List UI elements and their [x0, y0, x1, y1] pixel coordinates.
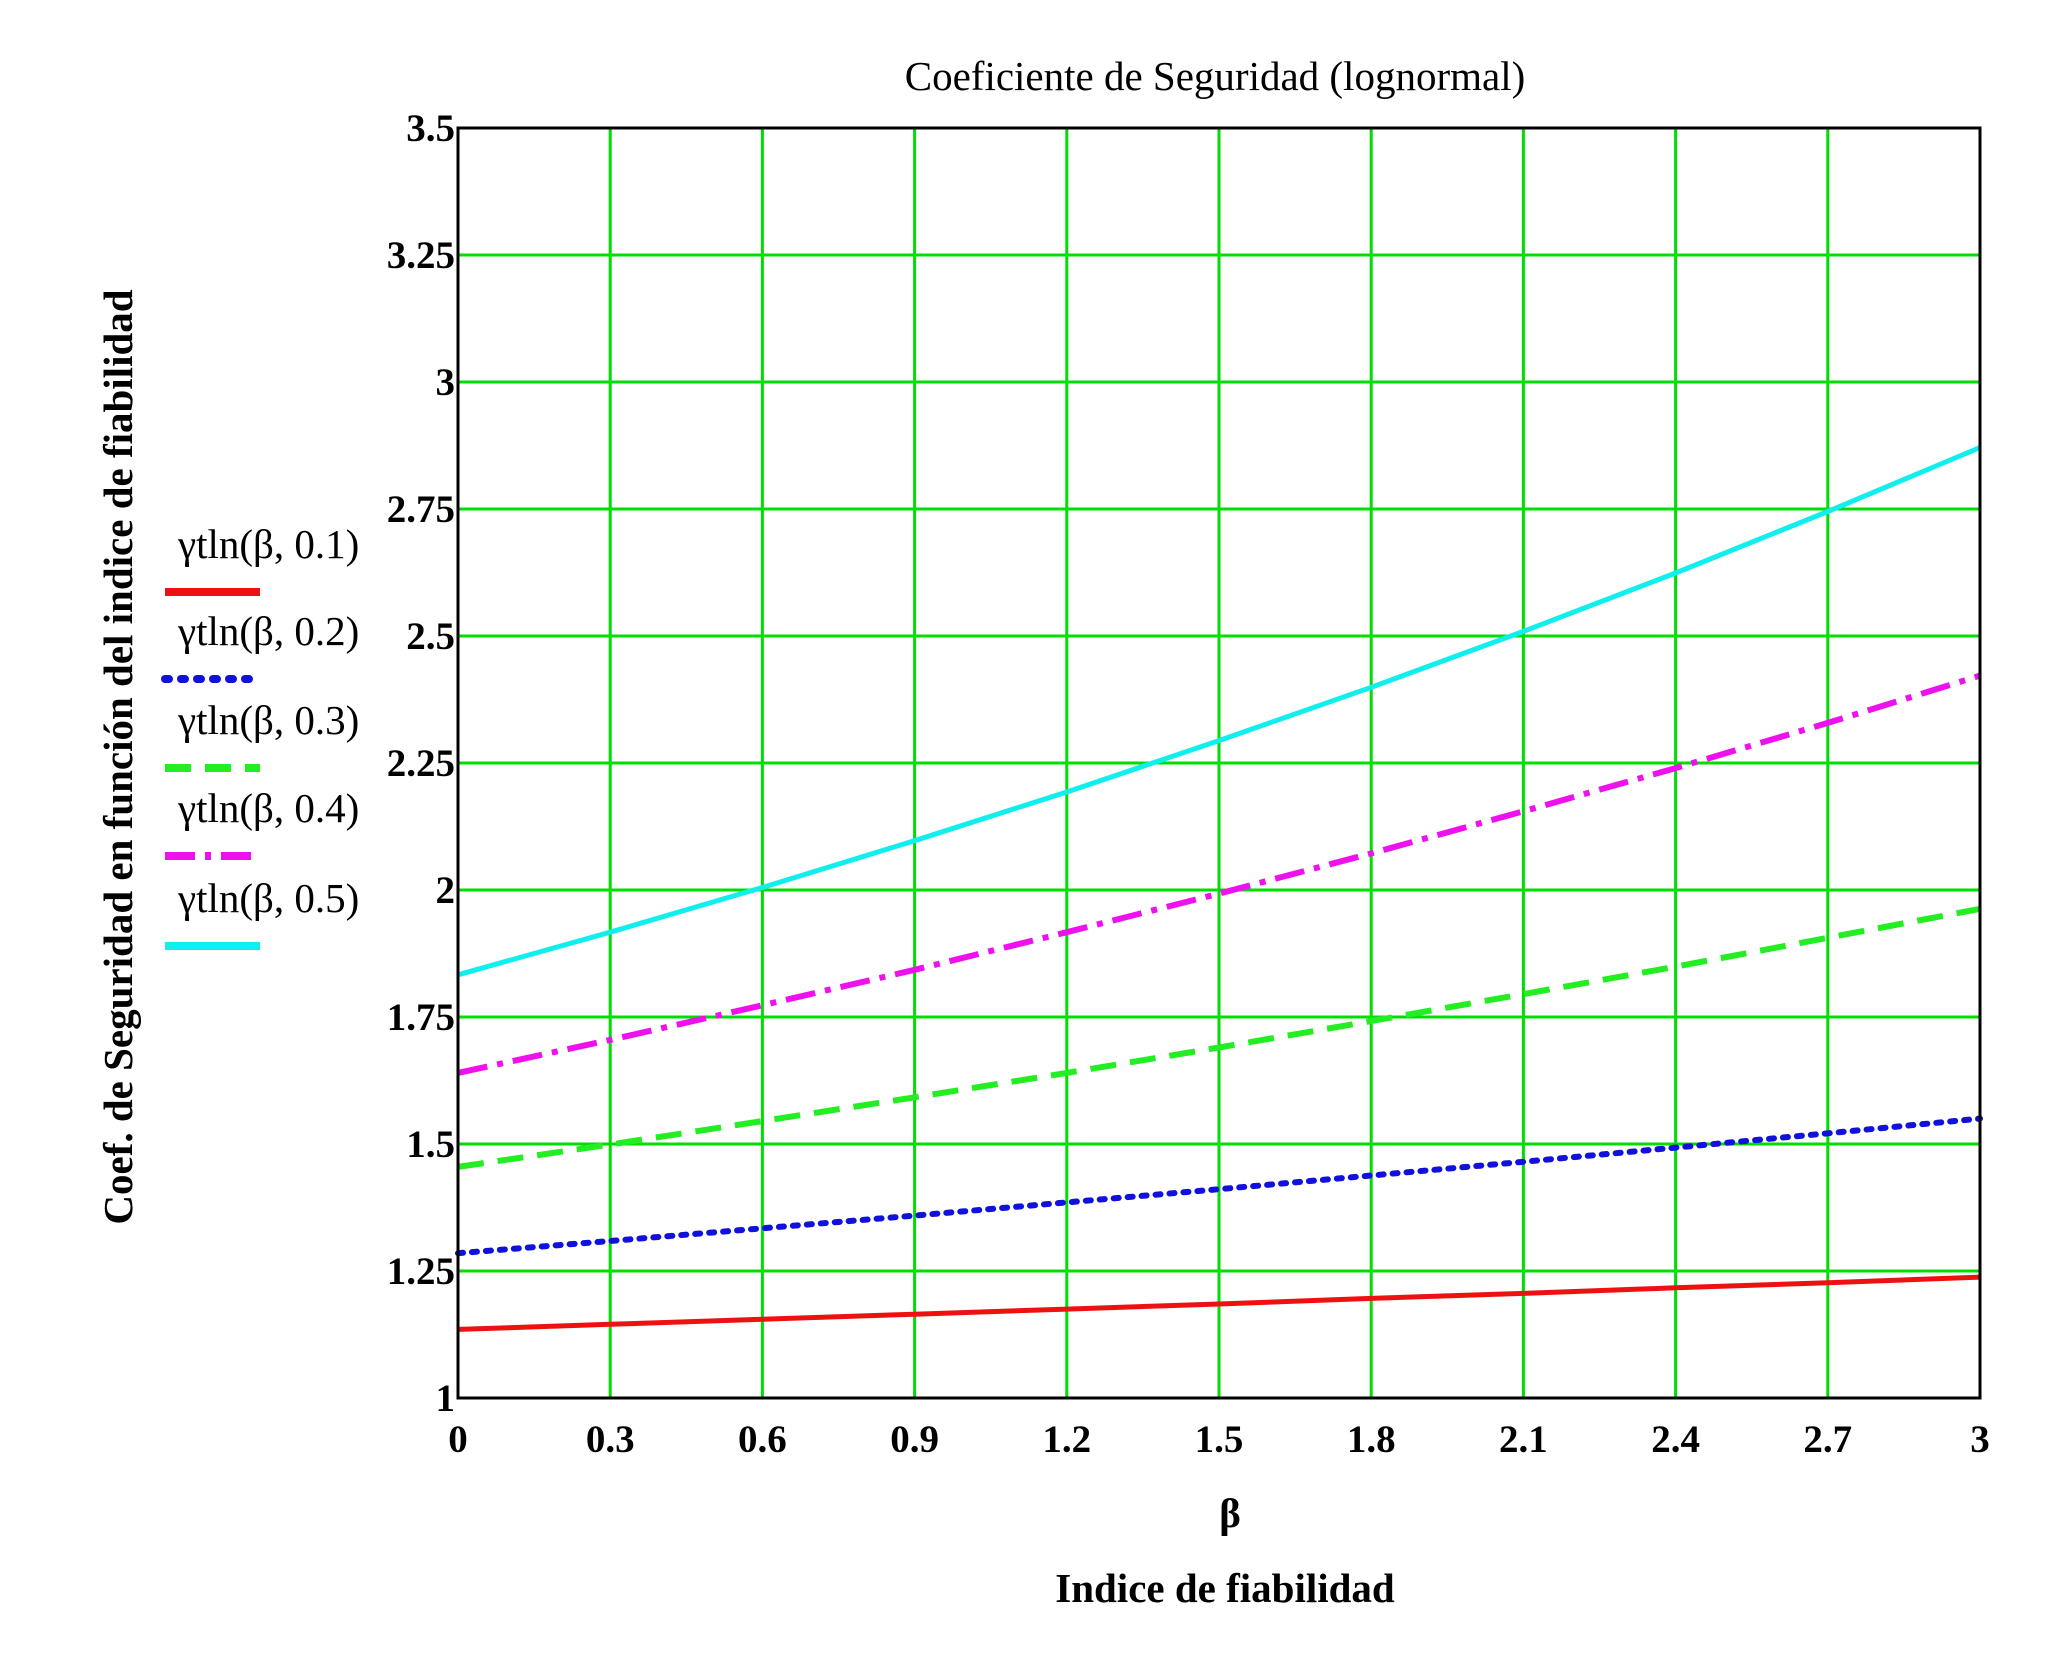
plot-frame [456, 126, 1982, 1400]
chart-title: Coeficiente de Seguridad (lognormal) [905, 53, 1526, 99]
x-tick-label: 2.1 [1499, 1418, 1548, 1461]
x-tick-label: 2.4 [1651, 1418, 1700, 1461]
legend-label-1: γtln(β, 0.1) [177, 521, 359, 567]
x-tick-label: 1.2 [1042, 1418, 1091, 1461]
series-line-2 [455, 1115, 1983, 1257]
x-tick-label: 0 [448, 1418, 468, 1461]
y-tick-labels: 1 1.25 1.5 1.75 2 2.25 2.5 2.75 3 3.25 3.5 [387, 107, 455, 1420]
y-tick-label: 3.25 [387, 234, 455, 277]
y-tick-label: 1.75 [387, 996, 455, 1039]
x-tick-label: 0.9 [890, 1418, 939, 1461]
x-axis-symbol: β [1219, 1490, 1241, 1536]
y-tick-label: 3.5 [406, 107, 455, 150]
series-line-5 [457, 445, 1981, 978]
legend-label-2: γtln(β, 0.2) [177, 608, 359, 654]
x-tick-label: 2.7 [1803, 1418, 1852, 1461]
y-tick-label: 1 [436, 1377, 456, 1420]
y-tick-label: 2.75 [387, 488, 455, 531]
series-line-1 [457, 1274, 1981, 1332]
series-line-4 [457, 672, 1981, 1076]
series-group [455, 445, 1983, 1332]
x-tick-label: 0.3 [586, 1418, 635, 1461]
legend-label-5: γtln(β, 0.5) [177, 875, 359, 921]
y-tick-label: 1.5 [406, 1123, 455, 1166]
y-tick-label: 2.25 [387, 742, 455, 785]
x-tick-label: 1.5 [1195, 1418, 1244, 1461]
x-tick-labels: 0 0.3 0.6 0.9 1.2 1.5 1.8 2.1 2.4 2.7 3 [448, 1418, 1990, 1461]
x-tick-label: 3 [1970, 1418, 1990, 1461]
y-tick-label: 3 [436, 361, 456, 404]
y-axis-label: Coef. de Seguridad en función del indice… [95, 289, 141, 1224]
x-tick-label: 1.8 [1347, 1418, 1396, 1461]
y-tick-label: 2.5 [406, 615, 455, 658]
y-tick-label: 1.25 [387, 1250, 455, 1293]
legend-label-3: γtln(β, 0.3) [177, 697, 359, 743]
series-line-3 [457, 905, 1981, 1170]
y-tick-label: 2 [436, 869, 456, 912]
legend-label-4: γtln(β, 0.4) [177, 785, 359, 831]
x-tick-label: 0.6 [738, 1418, 787, 1461]
grid [456, 126, 1982, 1400]
legend: γtln(β, 0.1) γtln(β, 0.2) γtln(β, 0.3) γtln… [161, 521, 359, 950]
x-axis-label: Indice de fiabilidad [1055, 1565, 1395, 1611]
